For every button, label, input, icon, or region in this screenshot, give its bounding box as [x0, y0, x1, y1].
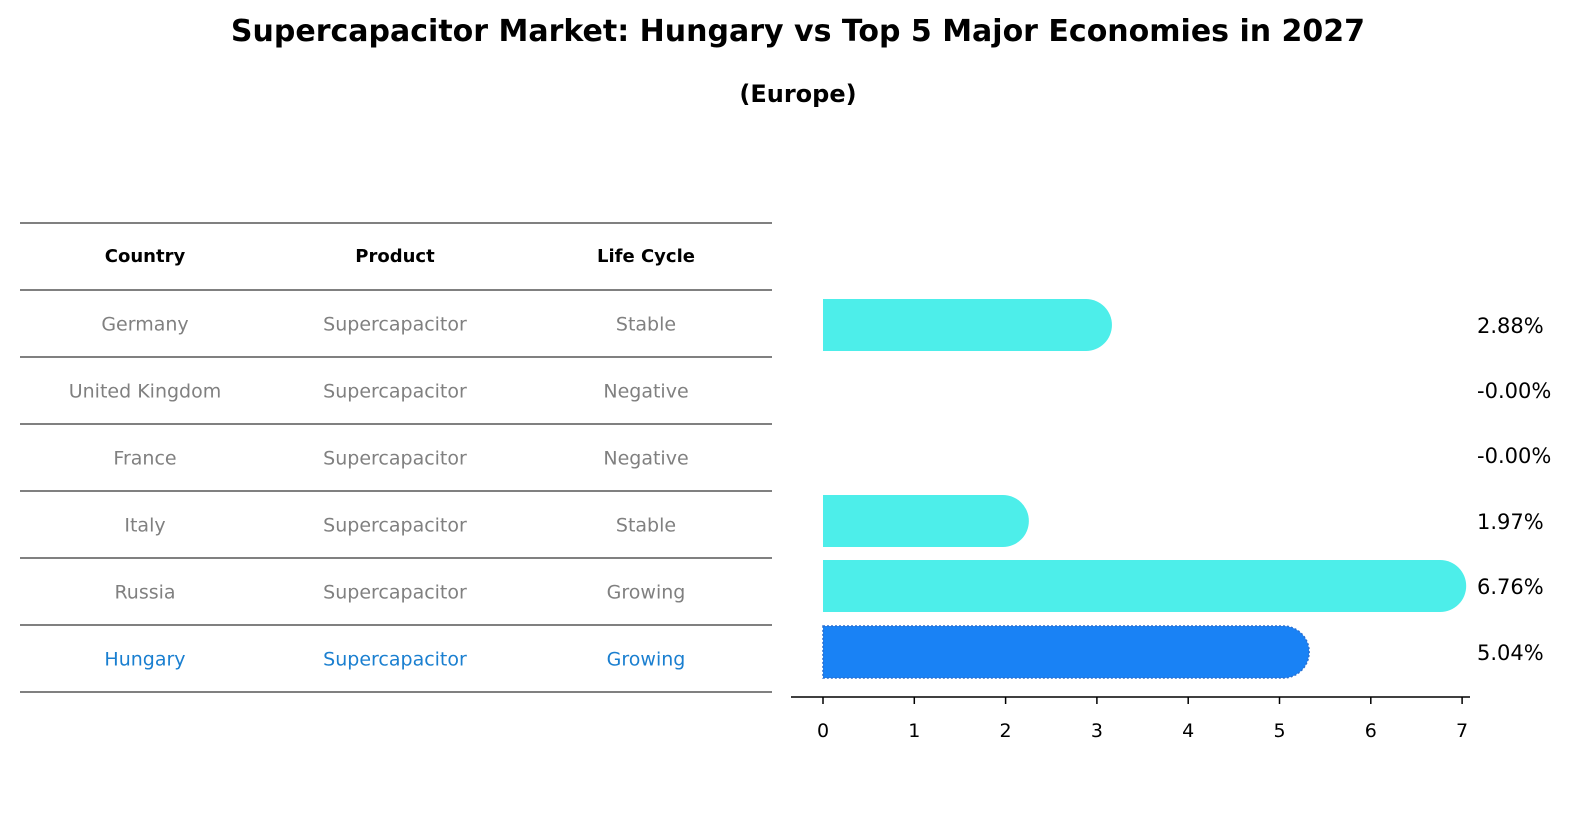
table-cell-life-cycle: Negative	[603, 448, 688, 470]
table-cell-product: Supercapacitor	[323, 515, 467, 537]
value-labels: 2.88% -0.00% -0.00% 1.97% 6.76% 5.04%	[1477, 314, 1551, 665]
table-cell-product: Supercapacitor	[323, 314, 467, 336]
chart-subtitle: (Europe)	[739, 80, 857, 108]
value-label: -0.00%	[1477, 444, 1551, 468]
table-cell-country: France	[113, 448, 176, 470]
table-cell-country: Italy	[124, 515, 165, 537]
table-header-product: Product	[355, 246, 435, 267]
bar	[823, 495, 1029, 547]
table-header-life-cycle: Life Cycle	[597, 246, 695, 267]
x-axis: 0 1 2 3 4 5 6 7	[791, 696, 1470, 742]
x-tick-label: 0	[817, 720, 829, 742]
x-tick-label: 4	[1182, 720, 1194, 742]
bar-highlight	[822, 625, 1310, 679]
table-cell-life-cycle: Stable	[616, 515, 676, 537]
table-cell-life-cycle: Negative	[603, 381, 688, 403]
table-cell-life-cycle: Growing	[607, 649, 686, 671]
table-cell-product: Supercapacitor	[323, 381, 467, 403]
x-tick-label: 1	[908, 720, 920, 742]
value-label: 5.04%	[1477, 641, 1544, 665]
value-label: 2.88%	[1477, 314, 1544, 338]
value-label: 1.97%	[1477, 510, 1544, 534]
table-cell-life-cycle: Growing	[607, 582, 686, 604]
table-cell-product: Supercapacitor	[323, 649, 467, 671]
x-tick-label: 2	[1000, 720, 1012, 742]
bar	[823, 560, 1467, 612]
x-tick-label: 5	[1273, 720, 1285, 742]
table-rows: Germany Supercapacitor Stable United Kingdo…	[20, 289, 772, 693]
bar	[823, 299, 1112, 351]
table-header-country: Country	[105, 246, 186, 267]
table-cell-product: Supercapacitor	[323, 582, 467, 604]
x-tick-label: 6	[1365, 720, 1377, 742]
table-cell-country: United Kingdom	[69, 381, 222, 403]
value-label: -0.00%	[1477, 379, 1551, 403]
x-tick-label: 7	[1456, 720, 1468, 742]
x-tick-label: 3	[1091, 720, 1103, 742]
table-cell-country: Germany	[101, 314, 188, 336]
table-cell-product: Supercapacitor	[323, 448, 467, 470]
value-label: 6.76%	[1477, 575, 1544, 599]
chart-title: Supercapacitor Market: Hungary vs Top 5 …	[230, 14, 1366, 49]
data-table: Country Product Life Cycle	[20, 222, 772, 267]
bar-series	[822, 299, 1467, 679]
table-cell-country: Hungary	[104, 649, 185, 671]
table-cell-country: Russia	[114, 582, 175, 604]
table-cell-life-cycle: Stable	[616, 314, 676, 336]
